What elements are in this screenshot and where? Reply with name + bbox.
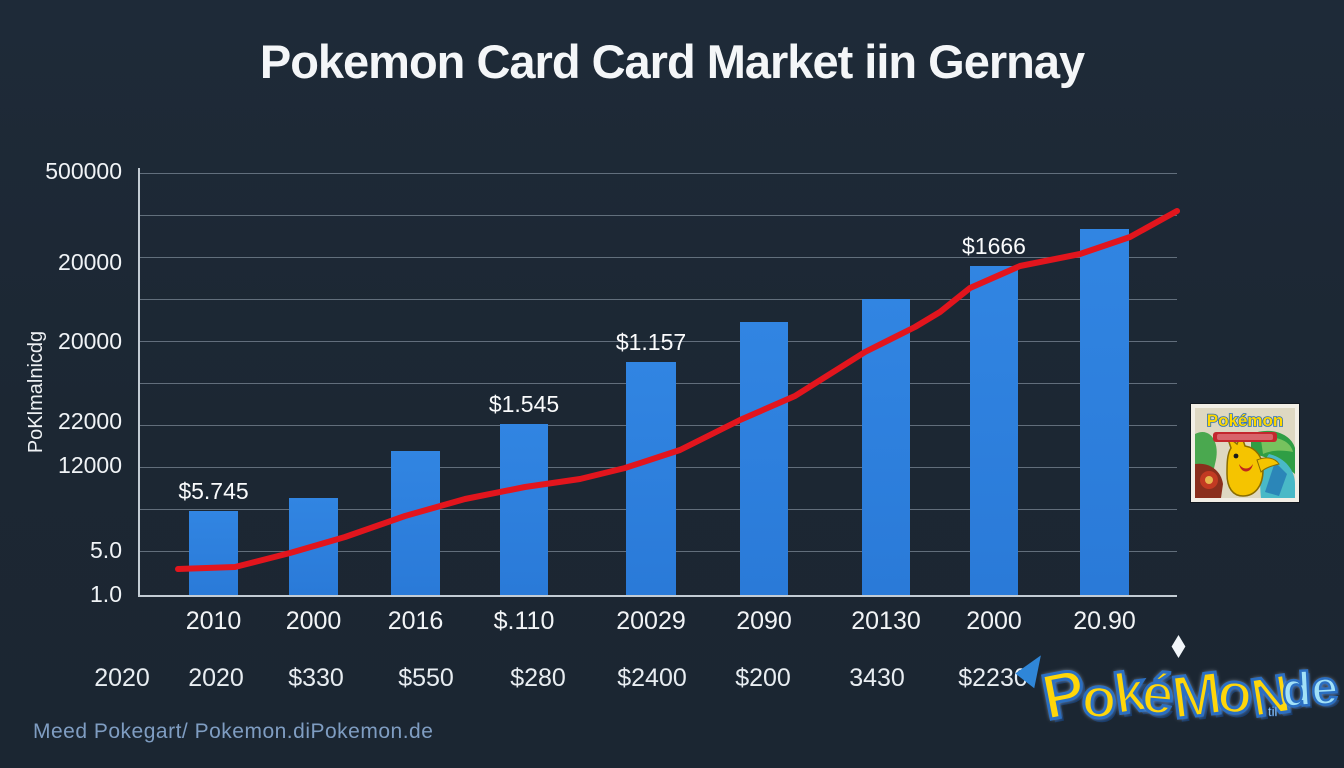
x-axis-sub-label: 3430 xyxy=(849,664,905,692)
y-axis-tick-label: 1.0 xyxy=(90,581,122,607)
bar xyxy=(391,451,440,595)
bar-value-label: $5.745 xyxy=(178,478,249,504)
bar-value-label: $1.545 xyxy=(488,391,560,417)
bar xyxy=(970,266,1018,595)
bar-value-label: $1.157 xyxy=(615,329,687,355)
x-axis-sub-label: $200 xyxy=(735,664,791,692)
pokemon-logo-de-suffix: de xyxy=(1279,660,1340,718)
x-axis-tick-label: 2000 xyxy=(285,607,342,635)
bar xyxy=(740,322,788,595)
bar xyxy=(289,498,338,595)
x-axis-sub-label: $280 xyxy=(510,664,566,692)
x-axis-line xyxy=(138,595,1177,597)
source-credit: Meed Pokegart/ Pokemon.diPokemon.de xyxy=(33,720,434,743)
x-axis-tick-label: 2000 xyxy=(966,607,1022,635)
bar xyxy=(500,424,548,595)
gridline xyxy=(140,299,1177,300)
x-axis-tick-label: $.110 xyxy=(493,607,555,635)
bar xyxy=(862,299,910,595)
x-axis-tick-label: 2090 xyxy=(736,607,792,635)
y-axis-tick-label: 20000 xyxy=(58,249,122,275)
x-axis-tick-label: 2016 xyxy=(387,607,444,635)
gridline xyxy=(140,215,1177,216)
x-axis-sub-label: $2230 xyxy=(958,664,1028,692)
y-axis-tick-label: 12000 xyxy=(58,452,122,478)
y-axis-tick-label: 22000 xyxy=(58,408,122,434)
y-axis-line xyxy=(138,168,140,597)
bar xyxy=(189,511,238,595)
x-axis-sub-label: $2400 xyxy=(617,664,687,692)
y-axis-tick-label: 5.0 xyxy=(90,537,122,563)
x-axis-sub-label: $550 xyxy=(398,664,454,692)
bar-value-label: $1666 xyxy=(962,233,1026,259)
logo-letter: o xyxy=(1078,664,1117,733)
x-axis-sub-label: $330 xyxy=(288,664,344,692)
pokemon-logo-small-text: til xyxy=(1268,704,1278,720)
x-axis-sub-label: 2020 xyxy=(94,664,150,692)
pokemon-card-image: Pokémon xyxy=(1191,404,1299,502)
pokemon-logo-text: PokéMoN xyxy=(1034,648,1292,735)
x-axis-tick-label: 20130 xyxy=(851,607,921,635)
bar xyxy=(626,362,676,595)
x-axis-tick-label: 20.90 xyxy=(1073,607,1136,635)
bar xyxy=(1080,229,1129,595)
x-axis-tick-label: 2010 xyxy=(185,607,242,635)
y-axis-tick-label: 500000 xyxy=(45,158,122,184)
pokemon-logo: PokéMoN til de xyxy=(1014,635,1344,753)
x-axis-tick-label: 20029 xyxy=(616,607,686,635)
card-logo-text: Pokémon xyxy=(1207,411,1284,430)
chart-title: Pokemon Card Card Market iin Gernay xyxy=(259,35,1085,88)
gridline xyxy=(140,173,1177,174)
y-axis-tick-label: 20000 xyxy=(58,328,122,354)
x-axis-sub-label: 2020 xyxy=(188,664,244,692)
